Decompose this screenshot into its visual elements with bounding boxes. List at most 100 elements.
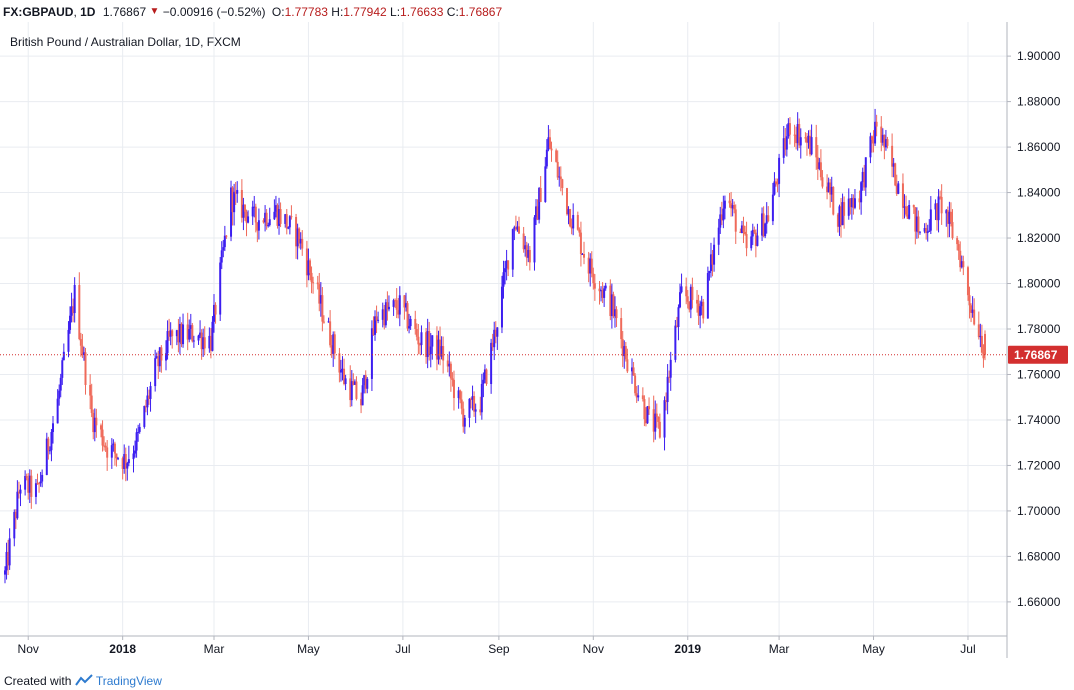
candle-body (821, 177, 824, 187)
candle-body (939, 196, 942, 198)
chart-title: British Pound / Australian Dollar, 1D, F… (10, 35, 241, 49)
candle-body (132, 453, 135, 460)
candle-body (713, 244, 716, 265)
x-axis[interactable]: Nov 2018 Mar May Jul Sep Nov 2019 Mar May Jul (18, 636, 976, 656)
candle-body (264, 212, 267, 223)
candle-body (460, 399, 463, 409)
candle-body (5, 551, 8, 571)
candle-body (751, 229, 754, 237)
candle-body (581, 254, 584, 256)
candle-body (24, 476, 27, 490)
candle-body (830, 186, 833, 195)
candle-body (307, 260, 310, 276)
last-price-line-group: 1.76867 (0, 345, 1068, 364)
candle-body (547, 137, 550, 150)
x-tick-label: 2018 (109, 642, 136, 656)
candle-body (863, 171, 866, 188)
candle-body (613, 309, 616, 317)
grid-lines (0, 22, 1007, 636)
candle-body (717, 227, 720, 245)
candle-body (753, 229, 756, 233)
candle-body (404, 303, 407, 308)
candle-body (113, 443, 116, 454)
candle-body (733, 205, 736, 210)
candle-body (901, 183, 904, 208)
candle-body (442, 346, 445, 361)
candle-body (208, 335, 211, 349)
candle-body (880, 126, 883, 143)
candle-body (446, 360, 449, 367)
candle-body (308, 260, 311, 273)
candle-body (386, 302, 389, 310)
candle-body (816, 157, 819, 169)
interval[interactable]: 1D (80, 4, 96, 19)
y-tick-label: 1.88000 (1017, 95, 1061, 109)
y-tick-label: 1.72000 (1017, 458, 1061, 472)
candle-body (912, 204, 915, 208)
candle-body (782, 138, 785, 158)
candle-body (14, 512, 17, 519)
candle-body (668, 376, 671, 378)
candlestick-chart[interactable]: 1.76867 1.66000 1.68000 1.70000 1.72000 1.74… (0, 22, 1074, 670)
open-value: 1.77783 (284, 4, 328, 19)
candle-body (665, 400, 668, 403)
candle-body (858, 198, 861, 203)
candle-body (449, 363, 452, 379)
candle-body (437, 339, 440, 360)
candle-body (377, 319, 380, 321)
candle-body (569, 209, 572, 227)
candle-body (115, 453, 118, 459)
candle-body (81, 345, 84, 355)
candle-body (165, 353, 168, 361)
candle-body (600, 290, 603, 292)
candle-body (601, 290, 604, 298)
candle-body (375, 316, 378, 321)
candle-body (711, 254, 714, 265)
candle-body (644, 419, 647, 424)
candle-body (233, 191, 236, 213)
candle-body (925, 228, 928, 233)
candle-body (223, 235, 226, 248)
high-value: 1.77942 (343, 4, 387, 19)
y-axis[interactable]: 1.66000 1.68000 1.70000 1.72000 1.74000 1.760… (1007, 49, 1061, 609)
candle-body (535, 206, 538, 218)
symbol-name[interactable]: FX:GBPAUD (3, 4, 74, 19)
candle-body (951, 222, 954, 239)
candle-body (462, 408, 465, 427)
footer: Created with TradingView (4, 672, 162, 690)
candle-body (290, 216, 293, 218)
tradingview-brand[interactable]: TradingView (95, 674, 162, 688)
candle-body (881, 134, 884, 143)
candle-body (242, 204, 245, 218)
last-price: 1.76867 (102, 4, 147, 19)
candle-body (869, 136, 872, 158)
y-tick-label: 1.90000 (1017, 49, 1061, 63)
candle-body (533, 217, 536, 263)
x-tick-label: Nov (18, 642, 39, 656)
candle-body (321, 295, 324, 322)
price-change: −0.00916 (−0.52%) (162, 4, 266, 19)
candle-body (761, 213, 764, 236)
candles (4, 108, 986, 584)
candle-body (112, 443, 115, 446)
candle-body (841, 202, 844, 226)
candle-body (874, 121, 877, 144)
candle-body (78, 284, 81, 340)
candle-body (762, 213, 765, 237)
candle-body (73, 284, 76, 314)
candle-body (798, 124, 801, 146)
candle-body (301, 238, 304, 249)
candle-body (256, 222, 259, 231)
candle-body (387, 306, 390, 310)
candle-body (648, 406, 651, 410)
candle-body (785, 136, 788, 150)
candle-body (730, 203, 733, 209)
candle-body (884, 139, 887, 148)
x-tick-label: May (862, 642, 885, 656)
candle-body (485, 369, 488, 385)
candle-body (154, 358, 157, 387)
candle-body (171, 330, 174, 337)
candle-body (59, 377, 62, 391)
candle-body (578, 229, 581, 233)
candle-body (135, 432, 138, 451)
